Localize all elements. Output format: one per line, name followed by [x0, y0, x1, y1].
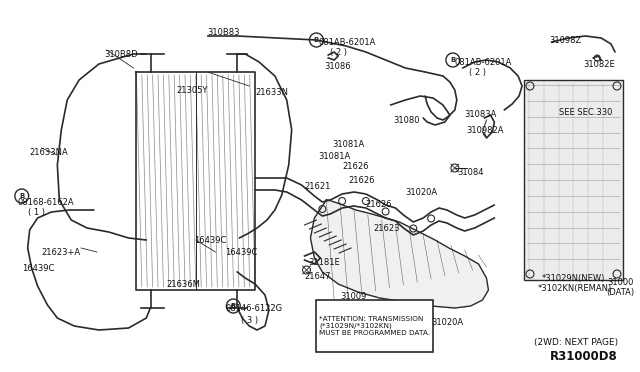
Text: 21626: 21626 — [366, 200, 392, 209]
Text: 310982A: 310982A — [467, 126, 504, 135]
Text: 21633N: 21633N — [255, 88, 288, 97]
Text: *ATTENTION: TRANSMISSION
(*31029N/*3102KN)
MUST BE PROGRAMMED DATA.: *ATTENTION: TRANSMISSION (*31029N/*3102K… — [319, 316, 430, 336]
Text: 16439C: 16439C — [22, 264, 54, 273]
Text: 08168-6162A: 08168-6162A — [18, 198, 74, 207]
Text: 31084: 31084 — [457, 168, 483, 177]
Text: 31081A: 31081A — [332, 140, 364, 149]
Text: 21621: 21621 — [305, 182, 331, 191]
Text: 21626: 21626 — [348, 176, 374, 185]
Text: ( 2 ): ( 2 ) — [330, 48, 348, 57]
Text: (DATA): (DATA) — [606, 288, 634, 297]
Text: 21633NA: 21633NA — [29, 148, 68, 157]
Text: B: B — [19, 193, 24, 199]
Text: SEE SEC.330: SEE SEC.330 — [559, 108, 612, 117]
Text: 21647: 21647 — [305, 272, 331, 281]
Text: (2WD: NEXT PAGE): (2WD: NEXT PAGE) — [534, 338, 618, 347]
Text: B: B — [450, 57, 456, 63]
Text: R31000D8: R31000D8 — [550, 350, 618, 363]
Bar — [524, 80, 623, 280]
Text: 310B83: 310B83 — [207, 28, 240, 37]
Text: 31082E: 31082E — [584, 60, 615, 69]
Text: B: B — [231, 303, 236, 309]
Text: 21623: 21623 — [374, 224, 400, 233]
Text: 31098Z: 31098Z — [550, 36, 582, 45]
Text: 31086: 31086 — [324, 62, 351, 71]
Text: 08146-6122G: 08146-6122G — [225, 304, 283, 313]
Text: ( 2 ): ( 2 ) — [468, 68, 486, 77]
Text: 31020A: 31020A — [431, 318, 463, 327]
Text: 21623+A: 21623+A — [42, 248, 81, 257]
Text: ( 3 ): ( 3 ) — [241, 316, 259, 325]
Text: *31029N(NEW): *31029N(NEW) — [542, 274, 605, 283]
Text: 21636M: 21636M — [166, 280, 200, 289]
Text: B: B — [314, 37, 319, 43]
Text: 16439C: 16439C — [225, 248, 258, 257]
Text: 310B8D: 310B8D — [104, 50, 138, 59]
Bar — [316, 300, 433, 352]
Text: 31000: 31000 — [607, 278, 634, 287]
Text: 081AB-6201A: 081AB-6201A — [318, 38, 376, 47]
Text: 31181E: 31181E — [308, 258, 340, 267]
Text: 16439C: 16439C — [194, 236, 226, 245]
Text: ( 1 ): ( 1 ) — [28, 208, 45, 217]
Text: 31080: 31080 — [394, 116, 420, 125]
Text: 31009: 31009 — [340, 292, 367, 301]
Text: 21626: 21626 — [342, 162, 369, 171]
Text: 081AB-6201A: 081AB-6201A — [455, 58, 512, 67]
Text: *3102KN(REMAN): *3102KN(REMAN) — [538, 284, 612, 293]
Text: 31083A: 31083A — [465, 110, 497, 119]
Polygon shape — [310, 200, 488, 308]
Text: 21305Y: 21305Y — [176, 86, 207, 95]
Text: 31020A: 31020A — [405, 188, 438, 197]
Text: 31081A: 31081A — [318, 152, 351, 161]
